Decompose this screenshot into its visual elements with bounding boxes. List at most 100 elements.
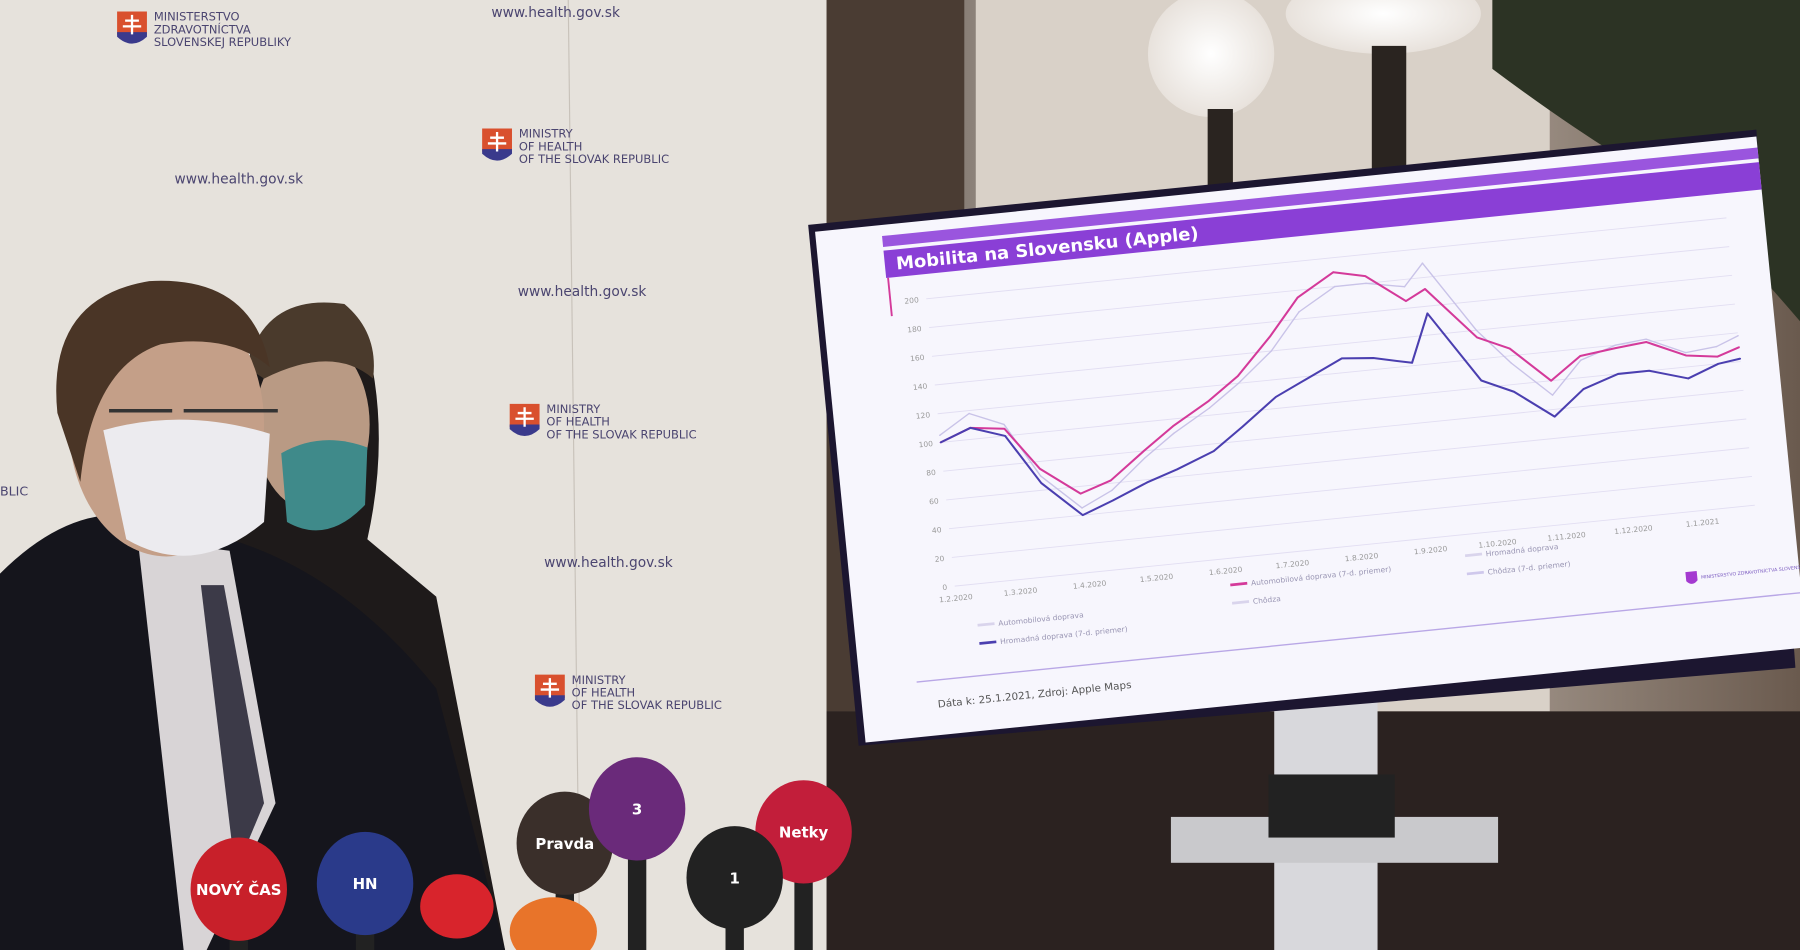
- data-point: [1579, 355, 1581, 357]
- data-point: [1685, 354, 1687, 357]
- data-point: [1513, 390, 1515, 393]
- legend-swatch: [1231, 600, 1250, 605]
- microphone: [509, 897, 597, 950]
- data-point: [1579, 359, 1582, 362]
- data-point: [969, 427, 972, 429]
- lamp-pole: [1371, 45, 1407, 173]
- data-point: [1146, 481, 1148, 484]
- ministry-logo-en-line: MINISTRY: [546, 402, 601, 416]
- x-tick-label: 1.1.2021: [1685, 517, 1720, 529]
- data-point: [1405, 300, 1407, 302]
- y-tick-label: 200: [904, 295, 919, 305]
- x-tick-label: 1.3.2020: [1003, 586, 1038, 598]
- gridline: [937, 332, 1738, 415]
- shield-icon: [1685, 570, 1698, 584]
- data-point: [1476, 336, 1478, 339]
- microphone: Netky: [755, 780, 852, 950]
- data-point: [1551, 394, 1554, 396]
- data-point: [1475, 329, 1478, 331]
- data-point: [1304, 378, 1307, 381]
- lamp-pole: [1207, 108, 1233, 190]
- data-point: [1645, 341, 1648, 343]
- y-tick-label: 120: [915, 410, 930, 420]
- microphone-label: 1: [730, 869, 740, 887]
- partial-logo-text: BLIC: [0, 484, 28, 499]
- data-point: [1739, 357, 1742, 360]
- data-point: [1411, 362, 1413, 364]
- legend-label: Chôdza: [1252, 594, 1281, 606]
- y-tick-label: 80: [926, 468, 937, 478]
- data-point: [1582, 388, 1585, 390]
- data-point: [1298, 311, 1300, 313]
- data-point: [1172, 425, 1174, 427]
- ministry-logo-en-line: MINISTRY: [572, 673, 627, 687]
- data-point: [1110, 479, 1112, 482]
- data-point: [968, 412, 970, 415]
- data-point: [1039, 475, 1042, 477]
- data-point: [1648, 370, 1650, 372]
- x-tick-label: 1.8.2020: [1344, 551, 1379, 563]
- slide-divider: [916, 591, 1800, 683]
- data-point: [1039, 467, 1041, 470]
- legend-swatch: [1464, 552, 1483, 558]
- data-point: [1332, 271, 1335, 273]
- data-point: [1403, 285, 1406, 288]
- data-point: [1081, 507, 1083, 509]
- gridline: [934, 303, 1735, 386]
- data-point: [1553, 415, 1556, 418]
- data-point: [1143, 457, 1146, 459]
- x-tick-label: 1.9.2020: [1413, 544, 1448, 556]
- data-point: [1143, 450, 1145, 452]
- data-point: [1081, 514, 1084, 516]
- microphone-label: HN: [353, 875, 378, 893]
- slovak-shield-icon: [509, 403, 540, 436]
- slovak-shield-icon: [534, 674, 565, 707]
- data-point: [1614, 344, 1616, 346]
- website-url: www.health.gov.sk: [518, 284, 647, 300]
- data-point: [1364, 275, 1366, 277]
- data-point: [1684, 351, 1687, 354]
- x-tick-label: 1.12.2020: [1614, 523, 1653, 536]
- data-point: [1738, 346, 1740, 348]
- gridline: [951, 476, 1753, 558]
- microphone: HN: [316, 831, 414, 950]
- y-tick-label: 100: [918, 439, 933, 449]
- data-point: [1237, 382, 1240, 385]
- website-url: www.health.gov.sk: [491, 5, 620, 21]
- ministry-logo-sk-line: MINISTERSTVO: [154, 10, 240, 24]
- x-tick-label: 1.11.2020: [1547, 530, 1586, 543]
- microphone: 3: [588, 757, 686, 950]
- face-mask-teal: [281, 440, 368, 531]
- microphone-label: Pravda: [535, 835, 594, 853]
- data-point: [1617, 373, 1619, 375]
- tv-screen: Mobilita na Slovensku (Apple) 0204060801…: [815, 136, 1800, 743]
- legend-swatch: [977, 622, 995, 627]
- website-url: www.health.gov.sk: [544, 555, 673, 571]
- ministry-logo-sk-line: ZDRAVOTNÍCTVA: [154, 21, 251, 36]
- data-point: [1275, 396, 1277, 398]
- data-point: [1172, 432, 1175, 435]
- x-tick-label: 1.2.2020: [939, 592, 974, 604]
- ministry-logo-en-line: OF HEALTH: [546, 415, 609, 429]
- data-point: [1176, 468, 1178, 471]
- data-point: [1480, 379, 1483, 382]
- data-point: [1645, 338, 1647, 340]
- data-point: [1003, 423, 1005, 426]
- data-point: [1333, 285, 1336, 288]
- microphone: [420, 874, 494, 939]
- x-tick-label: 1.10.2020: [1478, 537, 1517, 550]
- data-point: [1737, 334, 1739, 337]
- x-tick-label: 1.7.2020: [1275, 558, 1310, 570]
- data-point: [1421, 262, 1424, 264]
- y-tick-label: 60: [929, 497, 940, 507]
- x-tick-label: 1.6.2020: [1208, 565, 1243, 577]
- data-point: [1296, 296, 1299, 299]
- data-point: [1550, 379, 1552, 382]
- slide-title-bar: [883, 162, 1762, 279]
- microphone: 1: [686, 826, 783, 950]
- x-tick-label: 1.5.2020: [1139, 572, 1174, 584]
- data-point: [1372, 357, 1375, 359]
- data-point: [1510, 362, 1512, 364]
- data-point: [939, 434, 941, 437]
